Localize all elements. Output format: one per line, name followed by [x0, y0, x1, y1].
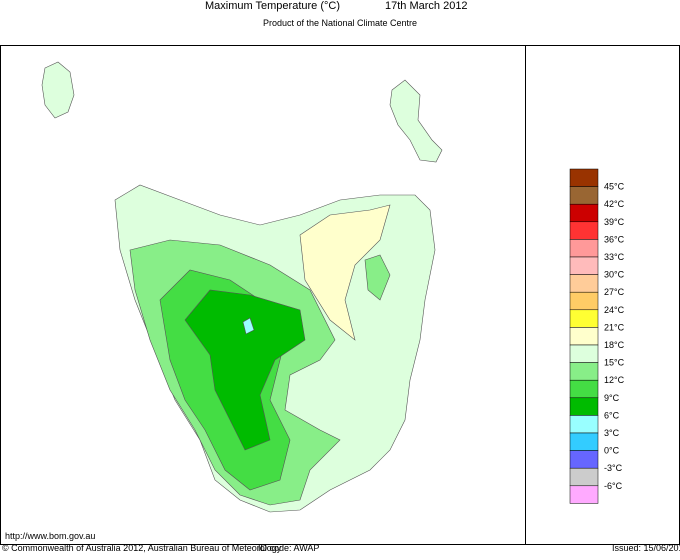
legend-swatch: [569, 467, 599, 487]
legend-swatch: [569, 274, 599, 293]
legend-label: 30°C: [604, 270, 625, 280]
legend-label: 9°C: [604, 393, 620, 403]
subtitle: Product of the National Climate Centre: [263, 18, 417, 28]
legend: 45°C 42°C 39°C 36°C 33°C 30°C 27°C 24°C 21°C 18°C…: [569, 168, 625, 504]
legend-label: 18°C: [604, 340, 625, 350]
url: http://www.bom.gov.au: [5, 531, 95, 541]
legend-swatch: [569, 186, 599, 205]
zone-12: [184, 289, 306, 451]
legend-swatch: [569, 362, 599, 381]
map: [41, 61, 443, 513]
legend-swatch: [569, 379, 599, 399]
zone-24: [299, 204, 391, 341]
legend-swatch: [569, 203, 599, 223]
legend-label: 21°C: [604, 322, 625, 332]
flinders-island: [389, 79, 443, 163]
legend-label: 42°C: [604, 199, 625, 209]
issued: Issued: 15/06/2012: [612, 543, 680, 553]
legend-label: 15°C: [604, 358, 625, 368]
legend-label: 36°C: [604, 234, 625, 244]
legend-swatch: [569, 239, 599, 258]
legend-swatch: [569, 168, 599, 187]
legend-swatch: [569, 309, 599, 328]
legend-label: 45°C: [604, 182, 625, 192]
legend-label: 12°C: [604, 375, 625, 385]
legend-label: -6°C: [604, 481, 623, 491]
king-island: [41, 61, 75, 119]
legend-swatch: [569, 415, 599, 434]
legend-swatch: [569, 432, 599, 451]
legend-label: 24°C: [604, 305, 625, 315]
legend-swatch: [569, 327, 599, 346]
date: 17th March 2012: [385, 0, 468, 12]
legend-label: 39°C: [604, 217, 625, 227]
id-code: ID code: AWAP: [258, 543, 319, 553]
legend-swatch: [569, 344, 599, 363]
zone-9: [242, 317, 255, 335]
legend-swatch: [569, 256, 599, 275]
legend-frame: [525, 45, 680, 545]
title: Maximum Temperature (°C): [205, 0, 340, 12]
legend-label: 27°C: [604, 287, 625, 297]
legend-swatch: [569, 485, 599, 504]
legend-label: 0°C: [604, 446, 620, 456]
legend-swatch: [569, 291, 599, 311]
legend-label: 3°C: [604, 428, 620, 438]
legend-swatch: [569, 221, 599, 240]
zone-18-ne: [364, 254, 391, 301]
legend-label: -3°C: [604, 463, 623, 473]
legend-label: 6°C: [604, 410, 620, 420]
legend-swatch: [569, 450, 599, 469]
legend-label: 33°C: [604, 252, 625, 262]
legend-swatch: [569, 397, 599, 416]
copyright: © Commonwealth of Australia 2012, Austra…: [2, 543, 282, 553]
